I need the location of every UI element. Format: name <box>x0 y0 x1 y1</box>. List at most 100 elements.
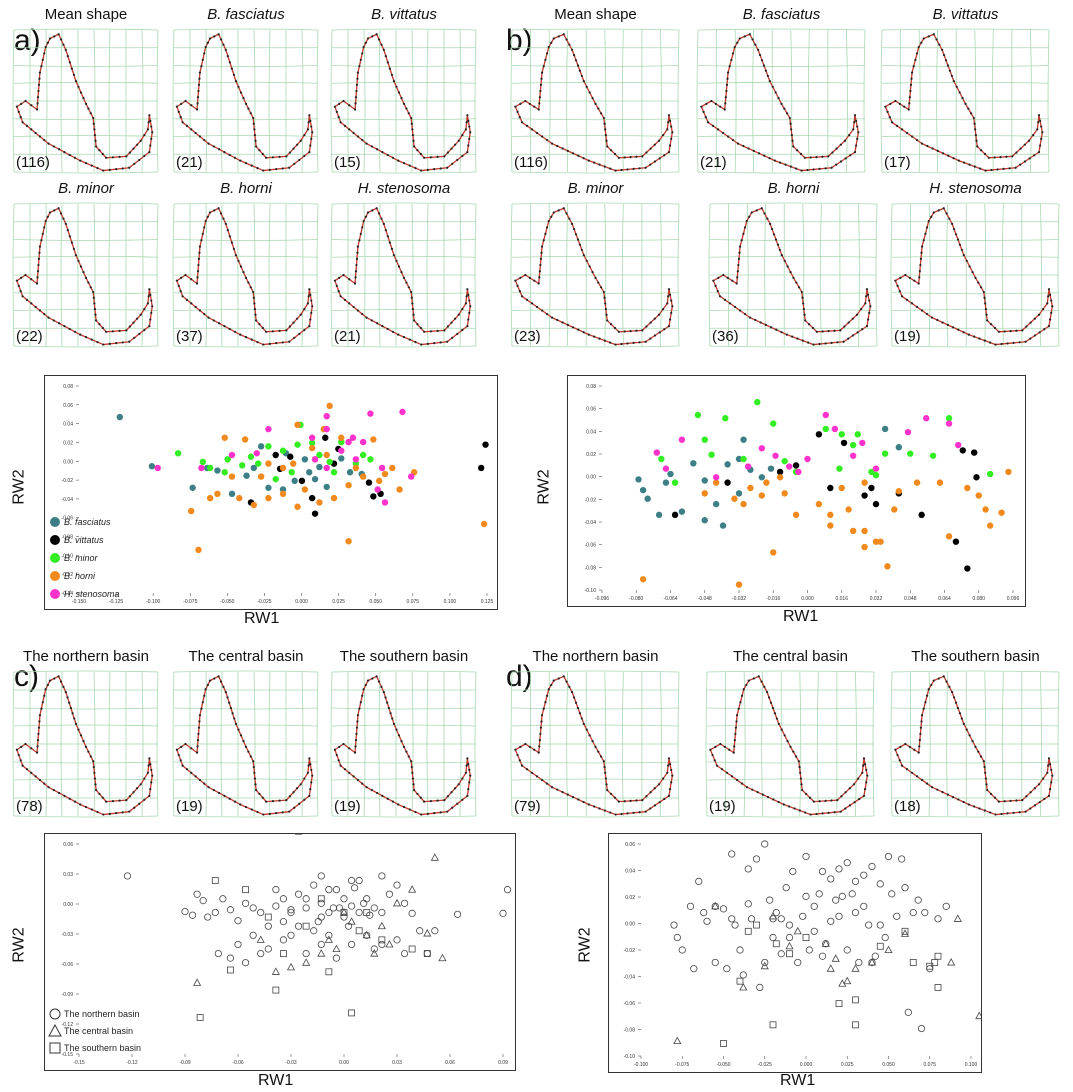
landmark-dot <box>585 259 588 262</box>
data-point <box>236 494 243 502</box>
data-point <box>189 484 196 491</box>
data-point <box>272 886 280 894</box>
data-point <box>264 945 272 953</box>
landmark-dot <box>984 771 987 774</box>
landmark-dot <box>36 276 39 279</box>
data-point <box>964 484 971 492</box>
legend-label: B. vittatus <box>64 535 104 545</box>
landmark-dot <box>740 239 743 242</box>
landmark-dot <box>1038 119 1042 122</box>
grid-line <box>881 171 1050 174</box>
landmark-dot <box>143 328 146 332</box>
landmark-dot <box>830 799 833 802</box>
series <box>635 425 903 529</box>
landmark-dot <box>41 58 44 61</box>
grid-line <box>13 707 159 710</box>
landmark-dot <box>190 771 193 774</box>
landmark-dot <box>200 707 203 710</box>
shape-title: B. minor <box>58 180 114 197</box>
grid-line <box>890 203 893 347</box>
landmark-dot <box>585 728 588 731</box>
landmark-dot <box>663 797 666 801</box>
data-point <box>763 479 770 486</box>
landmark-dot <box>254 783 257 786</box>
grid-line <box>709 345 878 348</box>
landmark-dot <box>670 311 673 314</box>
y-tick-label: 0.00 <box>586 475 596 481</box>
landmark-dot <box>757 675 760 678</box>
landmark-dot <box>993 156 996 159</box>
landmark-dot <box>203 52 206 55</box>
data-point <box>257 473 265 480</box>
landmark-dot <box>731 279 734 282</box>
xlabel-a: RW1 <box>244 610 280 627</box>
landmark-dot <box>626 812 629 815</box>
landmark-dot <box>605 313 608 316</box>
x-tick-label: -0.125 <box>109 599 123 605</box>
landmark-dot <box>1012 811 1015 814</box>
grid-lines <box>330 28 477 174</box>
landmark-dot <box>604 133 607 137</box>
landmark-dot <box>830 341 833 344</box>
landmark-dot <box>38 135 42 138</box>
landmark-dot <box>544 232 547 235</box>
landmark-dot <box>405 750 408 753</box>
grid-line <box>13 255 159 258</box>
landmark-dot <box>198 245 202 248</box>
landmark-dot <box>670 137 673 140</box>
landmark-dot <box>197 726 201 729</box>
landmark-dot <box>275 342 278 345</box>
landmark-dot <box>333 748 336 751</box>
landmark-dot <box>84 805 88 809</box>
landmark-dot <box>92 290 95 294</box>
landmark-dot <box>800 169 803 172</box>
landmark-dot <box>733 305 737 309</box>
landmark-dot <box>663 154 666 157</box>
landmark-dot <box>348 302 351 305</box>
landmark-dot <box>863 763 867 766</box>
data-point <box>818 952 827 960</box>
data-point <box>311 510 319 517</box>
grid-lines <box>510 202 680 348</box>
data-point <box>867 958 877 966</box>
landmark-dot <box>948 217 951 220</box>
landmark-dot <box>632 167 635 170</box>
landmark-dot <box>288 795 292 798</box>
landmark-dot <box>614 343 617 346</box>
landmark-dot <box>623 156 626 159</box>
landmark-dot <box>226 696 229 699</box>
legend-marker <box>50 535 60 545</box>
landmark-dot <box>641 329 644 332</box>
landmark-dot <box>446 325 450 328</box>
data-point <box>936 479 944 486</box>
landmark-dot <box>234 80 238 83</box>
data-point <box>815 890 823 898</box>
ylabel-d: RW2 <box>576 927 594 963</box>
landmark-dot <box>20 276 23 279</box>
grid-line <box>510 29 513 173</box>
x-tick-label: -0.080 <box>629 596 643 602</box>
data-point <box>818 867 827 876</box>
landmark-dot <box>942 53 946 57</box>
landmark-dot <box>572 696 576 699</box>
landmark-dot <box>426 342 429 345</box>
y-tick-label: 0.04 <box>625 869 635 875</box>
data-point <box>835 865 843 873</box>
landmark-dot <box>1019 147 1022 150</box>
grid-line <box>331 292 477 295</box>
landmark-dot <box>936 788 939 791</box>
shape-title: Mean shape <box>554 6 637 23</box>
landmark-dot <box>848 133 851 137</box>
shape-title: B. fasciatus <box>742 6 821 23</box>
landmark-dot <box>1000 812 1003 816</box>
landmark-dot <box>102 169 105 172</box>
landmark-dot <box>537 282 540 285</box>
landmark-dot <box>920 714 924 717</box>
data-point <box>340 909 348 916</box>
data-point <box>662 479 670 486</box>
landmark-dot <box>429 800 432 803</box>
data-point <box>375 477 383 485</box>
deformation-grid <box>330 670 477 818</box>
landmark-dot <box>716 128 720 131</box>
data-point <box>861 543 868 551</box>
